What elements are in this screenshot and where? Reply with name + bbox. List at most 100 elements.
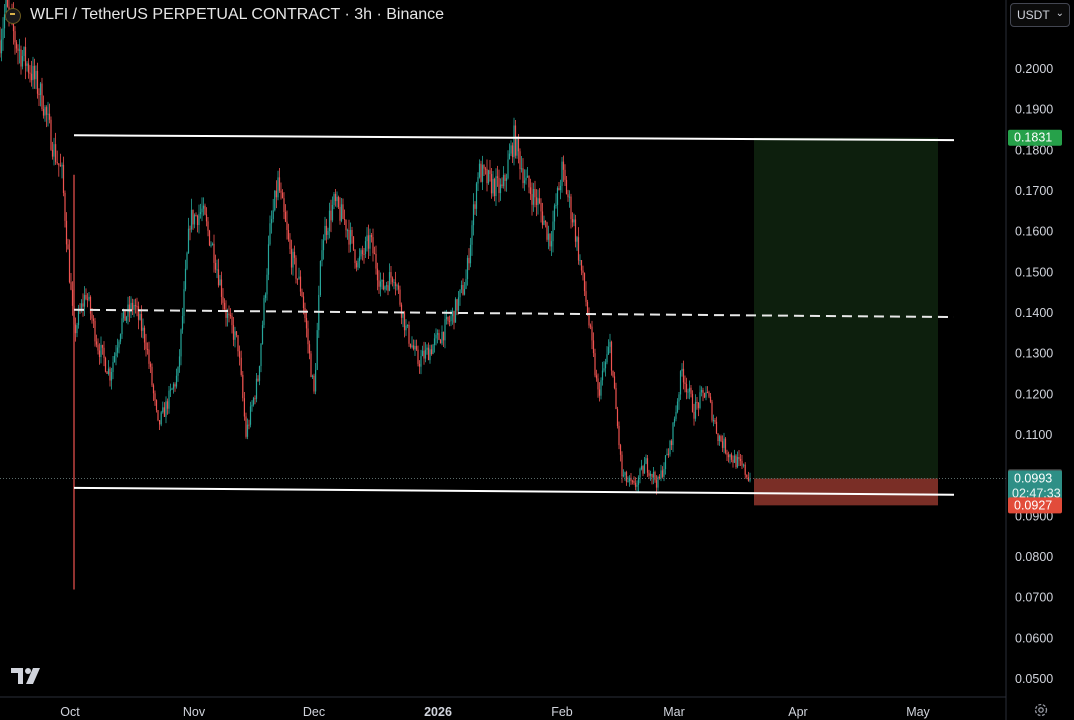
- candle-body: [715, 421, 718, 434]
- candle-body: [79, 310, 81, 312]
- candle-body: [555, 204, 557, 206]
- candle-body: [232, 325, 235, 340]
- candle-body: [538, 198, 541, 204]
- candle-body: [198, 214, 200, 226]
- candle-body: [510, 145, 512, 154]
- candle-body: [588, 314, 590, 326]
- candle-body: [195, 215, 197, 217]
- candle-body: [299, 276, 302, 292]
- time-tick-label: Dec: [303, 705, 325, 719]
- candle-body: [535, 197, 538, 205]
- candle-body: [486, 169, 488, 184]
- candle-body: [405, 325, 407, 331]
- candle-body: [61, 164, 63, 167]
- candle-body: [700, 389, 703, 393]
- time-axis[interactable]: Oct Nov Dec 2026 Feb Mar Apr May: [60, 705, 930, 719]
- candle-body: [559, 185, 562, 191]
- candle-body: [163, 407, 165, 417]
- candle-body: [562, 161, 565, 170]
- candle-body: [67, 244, 69, 250]
- candle-body: [678, 394, 680, 402]
- candle-body: [88, 296, 90, 300]
- time-tick-label: Feb: [551, 705, 573, 719]
- candle-body: [20, 49, 22, 67]
- candle-body: [399, 289, 401, 305]
- candle-body: [639, 469, 641, 478]
- candle-body: [609, 341, 611, 347]
- candle-body: [301, 291, 303, 297]
- candle-body: [258, 366, 261, 381]
- candle-body: [619, 445, 622, 455]
- candle-body: [35, 70, 37, 80]
- candle-body: [225, 309, 227, 318]
- candle-body: [694, 401, 697, 419]
- candle-body: [468, 257, 470, 264]
- candle-body: [27, 63, 30, 73]
- candle-body: [594, 353, 596, 376]
- candle-body: [112, 362, 114, 373]
- candle-body: [406, 324, 409, 326]
- candle-body: [418, 363, 421, 367]
- candle-body: [330, 210, 332, 221]
- tradingview-logo-icon[interactable]: [11, 668, 41, 684]
- candle-body: [296, 278, 299, 280]
- target-price-badge: [1008, 129, 1062, 146]
- candle-body: [352, 236, 355, 250]
- candle-body: [248, 424, 250, 426]
- candle-body: [546, 222, 548, 240]
- candle-body: [508, 153, 511, 160]
- candle-body: [469, 244, 472, 264]
- chart-title[interactable]: WLFI / TetherUS PERPETUAL CONTRACT · 3h …: [30, 6, 445, 23]
- candle-body: [591, 326, 593, 341]
- candle-body: [612, 370, 614, 377]
- candle-body: [408, 324, 410, 344]
- candle-body: [453, 311, 455, 323]
- channel-top-line[interactable]: [73, 134, 955, 142]
- channel-bottom-line[interactable]: [73, 486, 955, 496]
- candle-body: [283, 198, 285, 212]
- candle-body: [364, 241, 367, 255]
- candle-body: [477, 177, 479, 184]
- currency-select[interactable]: USDT ⌄: [1010, 3, 1070, 27]
- candle-body: [385, 285, 388, 287]
- price-tick-label: 0.0800: [1015, 550, 1053, 564]
- candle-body: [376, 268, 379, 281]
- candle-body: [531, 194, 533, 205]
- candle-body: [252, 398, 255, 405]
- position-zones[interactable]: [754, 137, 938, 506]
- time-tick-label: May: [906, 705, 930, 719]
- candle-body: [688, 387, 691, 392]
- candle-body: [140, 313, 143, 331]
- candle-body: [439, 339, 442, 344]
- candle-body: [415, 345, 418, 350]
- candle-body: [442, 331, 445, 341]
- candle-body: [251, 404, 253, 407]
- candle-body: [223, 302, 226, 310]
- candle-body: [682, 368, 685, 383]
- candle-body: [501, 184, 503, 187]
- price-tick-label: 0.1400: [1015, 306, 1053, 320]
- candle-body: [699, 392, 701, 408]
- candle-body: [192, 209, 194, 225]
- price-axis[interactable]: 0.2000 0.1900 0.1800 0.1700 0.1600 0.1500 0.14…: [1015, 62, 1053, 686]
- candle-body: [465, 279, 467, 289]
- candle-body: [729, 454, 731, 458]
- candle-body: [669, 440, 671, 455]
- candle-body: [29, 72, 31, 74]
- symbol-logo-icon[interactable]: [5, 8, 21, 24]
- trendlines[interactable]: [73, 134, 955, 496]
- candle-body: [517, 137, 520, 152]
- candle-body: [231, 316, 233, 326]
- candle-body: [180, 329, 182, 357]
- candle-body: [220, 279, 223, 297]
- candle-body: [724, 438, 727, 453]
- gear-icon[interactable]: [1033, 702, 1049, 718]
- candle-body: [435, 334, 437, 339]
- midline-dashed[interactable]: [73, 308, 955, 319]
- candle-body: [712, 420, 715, 422]
- candle-body: [145, 342, 147, 349]
- candle-body: [217, 269, 220, 286]
- candle-body: [504, 175, 506, 181]
